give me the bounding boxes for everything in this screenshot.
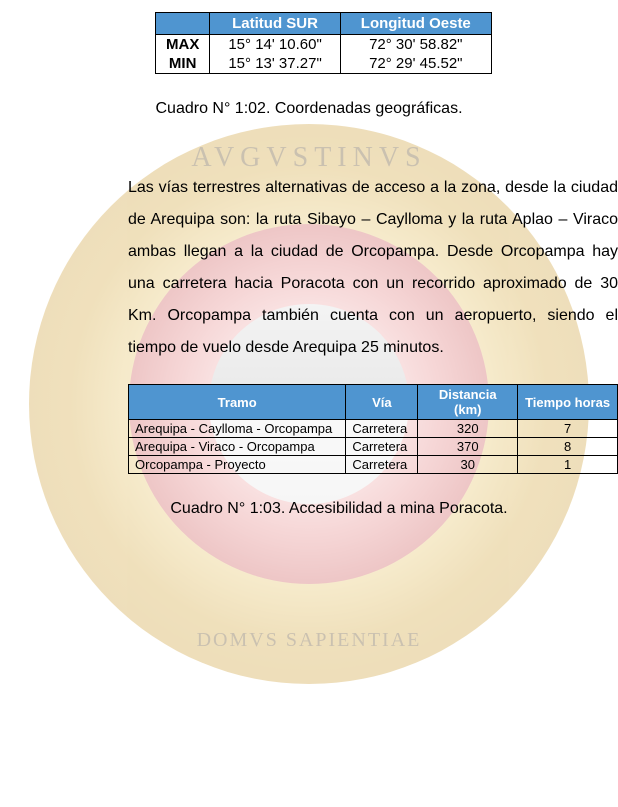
table-row: MAX 15° 14' 10.60" 72° 30' 58.82" — [156, 35, 492, 55]
th-tramo: Tramo — [129, 385, 346, 420]
cell-max-lat: 15° 14' 10.60" — [210, 35, 340, 55]
table-header-row: Latitud SUR Longitud Oeste — [156, 13, 492, 35]
cell-dist: 370 — [418, 438, 518, 456]
cell-via: Carretera — [346, 420, 418, 438]
table-row: MIN 15° 13' 37.27" 72° 29' 45.52" — [156, 54, 492, 74]
cell-max-lon: 72° 30' 58.82" — [340, 35, 491, 55]
th-via: Vía — [346, 385, 418, 420]
th-distancia: Distancia (km) — [418, 385, 518, 420]
seal-text-bottom: DOMVS SAPIENTIAE — [29, 629, 589, 652]
cell-dist: 30 — [418, 456, 518, 474]
cell-min-lat: 15° 13' 37.27" — [210, 54, 340, 74]
table-header-lon: Longitud Oeste — [340, 13, 491, 35]
table-header-lat: Latitud SUR — [210, 13, 340, 35]
table-row: Arequipa - Viraco - Orcopampa Carretera … — [129, 438, 618, 456]
th-tiempo: Tiempo horas — [518, 385, 618, 420]
table-header-row: Tramo Vía Distancia (km) Tiempo horas — [129, 385, 618, 420]
page-content: Latitud SUR Longitud Oeste MAX 15° 14' 1… — [0, 0, 618, 518]
cell-dist: 320 — [418, 420, 518, 438]
body-paragraph: Las vías terrestres alternativas de acce… — [128, 172, 618, 364]
row-label-min: MIN — [156, 54, 210, 74]
cell-tiempo: 7 — [518, 420, 618, 438]
accessibility-table: Tramo Vía Distancia (km) Tiempo horas Ar… — [128, 384, 618, 474]
cell-tramo: Orcopampa - Proyecto — [129, 456, 346, 474]
cell-tramo: Arequipa - Viraco - Orcopampa — [129, 438, 346, 456]
caption-accessibility: Cuadro N° 1:03. Accesibilidad a mina Por… — [70, 500, 608, 518]
cell-via: Carretera — [346, 438, 418, 456]
table-header-empty — [156, 13, 210, 35]
row-label-max: MAX — [156, 35, 210, 55]
cell-tramo: Arequipa - Caylloma - Orcopampa — [129, 420, 346, 438]
coordinates-table: Latitud SUR Longitud Oeste MAX 15° 14' 1… — [155, 12, 492, 74]
cell-min-lon: 72° 29' 45.52" — [340, 54, 491, 74]
table-row: Arequipa - Caylloma - Orcopampa Carreter… — [129, 420, 618, 438]
table-row: Orcopampa - Proyecto Carretera 30 1 — [129, 456, 618, 474]
cell-tiempo: 8 — [518, 438, 618, 456]
caption-coordinates: Cuadro N° 1:02. Coordenadas geográficas. — [10, 100, 608, 118]
cell-tiempo: 1 — [518, 456, 618, 474]
cell-via: Carretera — [346, 456, 418, 474]
